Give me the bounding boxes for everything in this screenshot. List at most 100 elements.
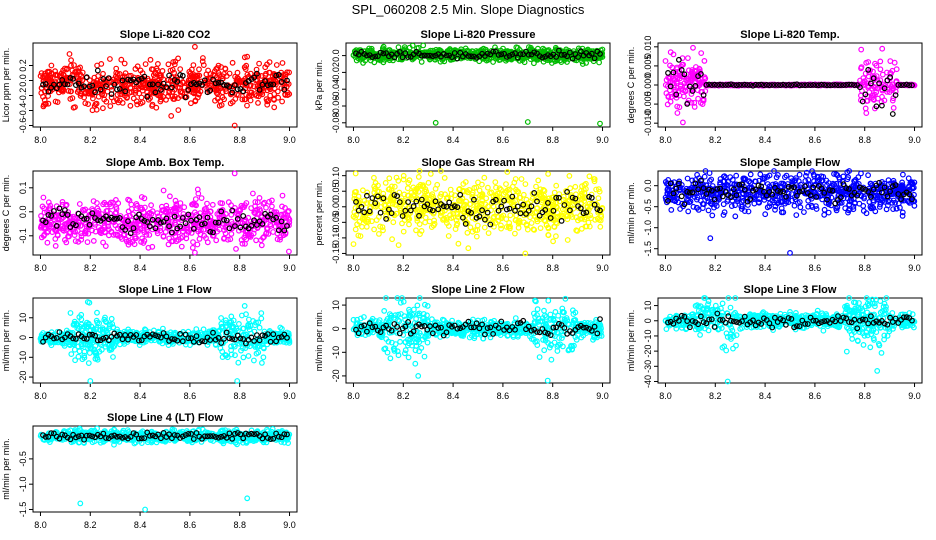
data-point (234, 77, 241, 84)
y-tick-label: 0.010 (643, 36, 653, 59)
data-point (44, 69, 51, 76)
data-point (386, 175, 393, 182)
data-point (550, 238, 556, 245)
data-point (698, 50, 705, 56)
data-point (889, 111, 896, 117)
data-point (395, 242, 402, 249)
x-tick-label: 8.6 (809, 263, 822, 273)
data-point (905, 175, 912, 182)
data-point (38, 212, 44, 219)
y-axis-label: degrees C per min. (626, 47, 636, 124)
data-point (40, 194, 47, 201)
panel-title: Slope Li-820 Temp. (740, 29, 839, 41)
data-point (862, 105, 869, 112)
data-point (189, 86, 196, 93)
data-point (352, 226, 359, 233)
data-point (352, 170, 359, 177)
panel-3: Slope Li-820 Temp.-0.010-0.0050.0000.005… (626, 29, 923, 145)
data-point (545, 170, 551, 177)
data-point (269, 203, 275, 210)
data-point (278, 85, 285, 91)
data-point (44, 239, 51, 246)
data-point (122, 85, 129, 92)
data-point (86, 77, 93, 84)
data-point (209, 201, 216, 208)
x-tick-label: 8.8 (858, 135, 871, 145)
data-point (551, 189, 558, 196)
data-point (286, 248, 292, 255)
data-point (371, 174, 377, 181)
x-tick-label: 8.2 (709, 263, 722, 273)
data-point (267, 69, 273, 76)
data-point (665, 69, 671, 76)
data-point (684, 175, 691, 182)
x-tick-label: 9.0 (908, 135, 921, 145)
y-tick-label: -0.6 (18, 118, 28, 134)
data-point (107, 103, 114, 109)
data-point (667, 98, 674, 105)
data-point (273, 72, 280, 79)
y-tick-label: 0.0 (18, 74, 28, 87)
data-point (168, 84, 175, 91)
data-point (877, 58, 884, 65)
data-point (858, 92, 864, 99)
data-point (267, 81, 274, 88)
data-point (178, 243, 185, 250)
data-point (371, 226, 378, 233)
y-axis-label: kPa per min. (314, 60, 324, 111)
data-point (148, 202, 155, 209)
y-tick-label: -0.02 (331, 62, 341, 83)
data-point (674, 110, 681, 116)
data-point (189, 244, 196, 251)
data-point (116, 85, 123, 92)
data-point (165, 61, 172, 68)
data-point (204, 239, 211, 246)
y-tick-label: -0.06 (331, 96, 341, 117)
data-point (256, 60, 263, 67)
y-tick-label: 10 (18, 313, 28, 323)
data-point (267, 92, 274, 99)
data-point (166, 88, 173, 94)
data-point (474, 222, 481, 229)
data-point (175, 55, 182, 62)
x-tick-label: 8.6 (184, 263, 197, 273)
y-axis-label: ml/min per min. (626, 182, 636, 244)
data-point (59, 77, 66, 83)
data-point (240, 354, 247, 361)
data-point (264, 98, 271, 105)
x-tick-label: 8.4 (447, 263, 460, 273)
y-tick-label: -20 (18, 371, 28, 384)
x-tick-label: 8.0 (34, 135, 47, 145)
y-axis-label: degrees C per min. (1, 175, 11, 252)
data-point (128, 89, 135, 95)
data-point (553, 182, 560, 189)
data-point (464, 229, 471, 236)
data-point (690, 44, 696, 51)
data-point (51, 78, 58, 85)
data-point (196, 235, 203, 242)
data-point (441, 174, 448, 181)
data-point (467, 224, 474, 231)
data-point (166, 72, 173, 79)
x-tick-label: 8.2 (397, 135, 410, 145)
data-point (512, 230, 518, 237)
data-point (243, 62, 250, 69)
data-point (668, 206, 675, 213)
x-tick-label: 8.6 (184, 135, 197, 145)
x-tick-label: 8.0 (659, 135, 672, 145)
x-tick-label: 8.4 (134, 391, 147, 401)
data-point (103, 98, 110, 105)
data-point (278, 79, 285, 85)
data-point (233, 245, 239, 252)
data-point (413, 227, 419, 234)
x-tick-label: 8.6 (809, 135, 822, 145)
data-point (271, 104, 278, 111)
data-point (192, 98, 199, 105)
data-point (535, 177, 542, 184)
data-point (504, 169, 511, 175)
data-point (241, 54, 248, 61)
data-point (118, 56, 125, 63)
data-point (244, 53, 251, 60)
data-point (241, 96, 248, 103)
data-point (720, 201, 727, 208)
